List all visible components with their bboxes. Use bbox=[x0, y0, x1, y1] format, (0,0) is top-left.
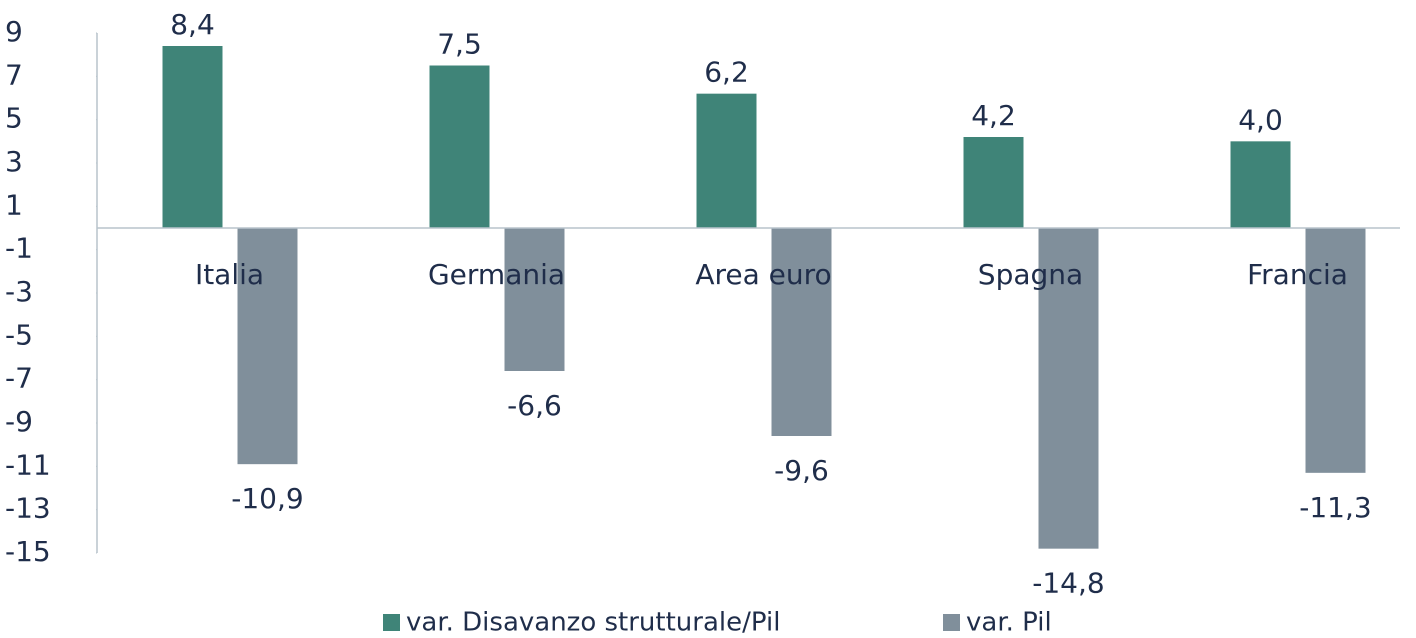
bar bbox=[504, 228, 565, 371]
bar bbox=[429, 65, 490, 228]
value-label: 6,2 bbox=[704, 56, 749, 89]
value-label: 4,0 bbox=[1238, 103, 1283, 136]
value-label: 7,5 bbox=[437, 28, 482, 61]
x-tick-label: Germania bbox=[428, 258, 565, 291]
value-label: -10,9 bbox=[231, 482, 303, 515]
value-label: 4,2 bbox=[971, 99, 1016, 132]
legend-label: var. Disavanzo strutturale/Pil bbox=[406, 608, 780, 638]
y-tick-label: -3 bbox=[5, 275, 33, 308]
y-tick-label: -11 bbox=[5, 448, 51, 481]
legend-swatch bbox=[383, 614, 400, 631]
y-tick-label: -9 bbox=[5, 405, 33, 438]
legend-label: var. Pil bbox=[966, 608, 1052, 638]
y-tick-label: -1 bbox=[5, 232, 33, 265]
value-label: -9,6 bbox=[774, 454, 829, 487]
y-tick-label: 3 bbox=[5, 145, 23, 178]
bar bbox=[1230, 141, 1291, 228]
x-tick-label: Area euro bbox=[695, 258, 831, 291]
y-tick-label: 5 bbox=[5, 102, 23, 135]
y-tick-label: -15 bbox=[5, 535, 51, 568]
bar bbox=[963, 137, 1024, 228]
value-label: -6,6 bbox=[507, 389, 562, 422]
bar bbox=[771, 228, 832, 436]
y-tick-label: 7 bbox=[5, 58, 23, 91]
bar bbox=[1038, 228, 1099, 549]
value-label: 8,4 bbox=[170, 8, 215, 41]
y-tick-label: -13 bbox=[5, 492, 51, 525]
y-tick-label: -5 bbox=[5, 318, 33, 351]
x-tick-label: Spagna bbox=[978, 258, 1083, 291]
value-label: -14,8 bbox=[1032, 567, 1104, 600]
legend-swatch bbox=[943, 614, 960, 631]
y-tick-label: 9 bbox=[5, 15, 23, 48]
value-label: -11,3 bbox=[1299, 491, 1371, 524]
bar bbox=[696, 93, 757, 229]
bar bbox=[162, 46, 223, 228]
bar bbox=[237, 228, 298, 465]
y-tick-label: 1 bbox=[5, 188, 23, 221]
bar bbox=[1305, 228, 1366, 473]
x-tick-label: Italia bbox=[195, 258, 264, 291]
x-tick-label: Francia bbox=[1247, 258, 1348, 291]
y-tick-label: -7 bbox=[5, 362, 33, 395]
